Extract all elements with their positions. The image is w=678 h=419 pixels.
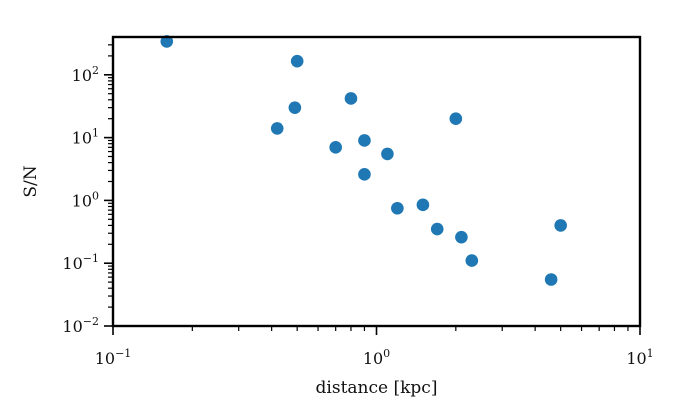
tick-labels: 10−1 100 101 10−2 10−1 100 101 102 bbox=[62, 64, 653, 368]
data-point bbox=[430, 222, 444, 236]
data-point bbox=[465, 254, 479, 267]
x-tick-label: 100 bbox=[363, 347, 390, 368]
data-point bbox=[381, 147, 394, 161]
y-axis-label: S/N bbox=[21, 165, 41, 197]
data-point bbox=[544, 273, 558, 286]
data-point bbox=[554, 219, 567, 232]
data-point bbox=[344, 92, 358, 105]
data-point bbox=[288, 101, 302, 114]
y-tick-label: 100 bbox=[72, 189, 99, 210]
data-point bbox=[160, 35, 174, 48]
y-tick-label: 10−2 bbox=[62, 315, 99, 336]
data-point bbox=[290, 54, 304, 68]
data-points bbox=[160, 35, 567, 286]
y-tick-label: 101 bbox=[72, 127, 99, 148]
x-axis-label: distance [kpc] bbox=[316, 378, 438, 398]
data-point bbox=[358, 134, 371, 147]
x-tick-label: 10−1 bbox=[95, 347, 132, 368]
y-tick-label: 10−1 bbox=[62, 252, 99, 273]
data-point bbox=[449, 112, 463, 126]
plot-frame bbox=[111, 35, 642, 328]
data-point bbox=[455, 230, 468, 244]
data-point bbox=[416, 198, 430, 212]
data-point bbox=[391, 201, 404, 215]
major-ticks bbox=[104, 74, 641, 335]
data-point bbox=[270, 122, 284, 135]
x-tick-label: 101 bbox=[626, 347, 653, 368]
y-tick-label: 102 bbox=[72, 64, 99, 85]
data-point bbox=[358, 168, 371, 181]
data-point bbox=[329, 141, 342, 154]
minor-ticks bbox=[108, 44, 629, 331]
